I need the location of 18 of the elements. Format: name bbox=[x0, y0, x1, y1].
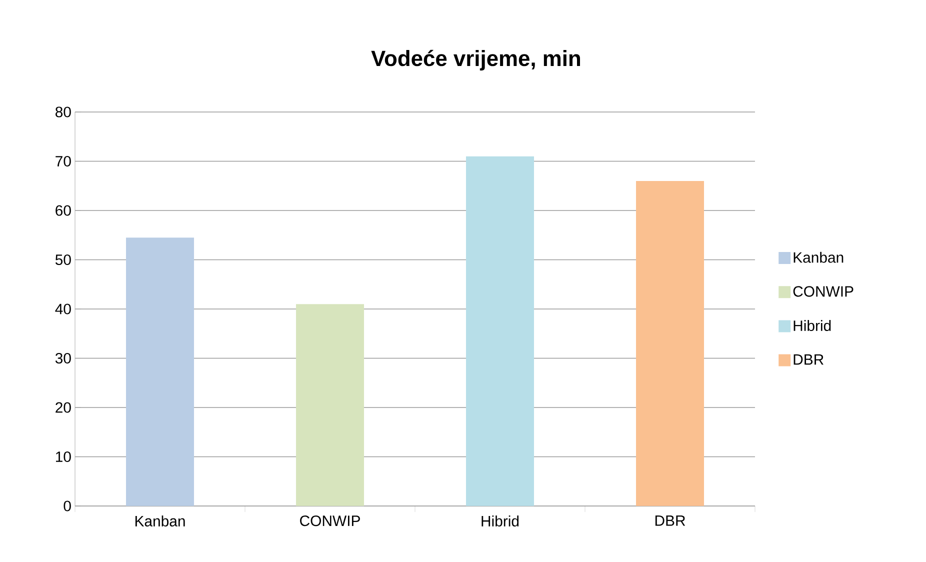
chart-title: Vodeće vrijeme, min bbox=[371, 50, 580, 70]
y-tick-label: 0 bbox=[64, 500, 71, 512]
x-tick-label: Hibrid bbox=[482, 516, 519, 526]
y-tick-label: 10 bbox=[56, 451, 71, 462]
x-tick-label: Kanban bbox=[135, 516, 185, 526]
y-tick-label: 70 bbox=[56, 156, 71, 167]
legend-label: Hibrid bbox=[794, 320, 831, 332]
legend-label: Kanban bbox=[794, 252, 844, 263]
legend-label: DBR bbox=[794, 354, 824, 365]
legend-label: CONWIP bbox=[793, 286, 854, 297]
y-tick-label: 40 bbox=[55, 304, 71, 314]
y-tick-label: 30 bbox=[55, 352, 71, 364]
y-tick-label: 50 bbox=[55, 254, 71, 266]
x-tick-label: CONWIP bbox=[300, 516, 360, 526]
y-tick-label: 20 bbox=[56, 402, 71, 413]
x-tick-label: DBR bbox=[655, 516, 686, 526]
y-tick-label: 60 bbox=[56, 205, 71, 216]
y-tick-label: 80 bbox=[56, 106, 71, 118]
